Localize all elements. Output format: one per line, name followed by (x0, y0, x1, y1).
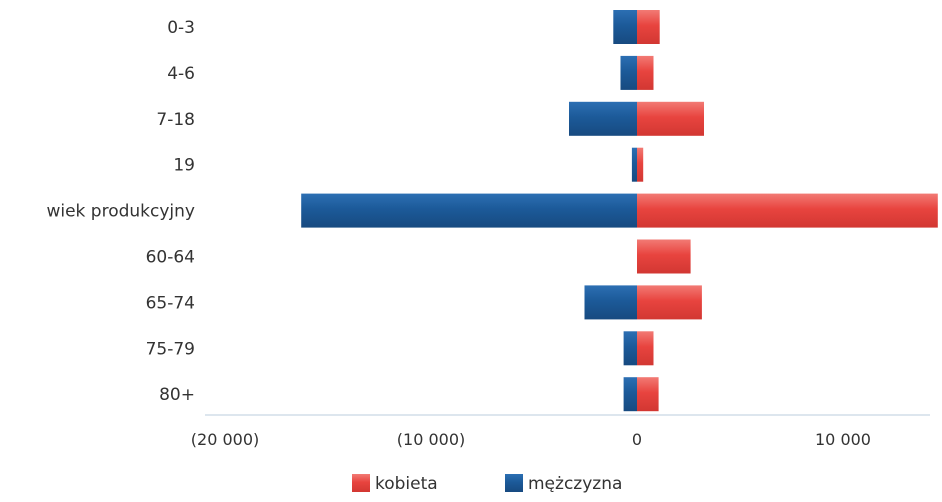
bar-mezczyzna-0 (613, 10, 637, 44)
legend-swatch-mezczyzna (505, 474, 523, 492)
bars-layer (301, 10, 938, 412)
bar-mezczyzna-4 (301, 193, 637, 228)
category-label-0: 0-3 (167, 18, 195, 38)
bar-kobieta-3 (637, 147, 644, 182)
bar-mezczyzna-3 (631, 147, 637, 182)
category-label-6: 65-74 (146, 293, 195, 313)
bar-kobieta-5 (637, 239, 691, 274)
legend-label-mezczyzna: mężczyzna (528, 474, 622, 494)
legend: kobieta mężczyzna (352, 474, 622, 494)
x-tick-label-1: (10 000) (397, 430, 465, 449)
x-axis: (20 000) (10 000) 0 10 000 (191, 414, 930, 449)
x-tick-label-2: 0 (632, 430, 642, 449)
category-labels: 0-3 4-6 7-18 19 wiek produkcyjny 60-64 65-74 75… (46, 18, 195, 405)
bar-kobieta-1 (637, 55, 654, 90)
category-label-5: 60-64 (146, 248, 195, 268)
bar-mezczyzna-1 (620, 55, 637, 90)
bar-mezczyzna-6 (584, 285, 637, 320)
category-label-2: 7-18 (156, 110, 195, 130)
category-label-4: wiek produkcyjny (46, 202, 195, 222)
category-label-8: 80+ (159, 385, 195, 405)
bar-kobieta-6 (637, 285, 702, 320)
category-label-7: 75-79 (146, 339, 195, 359)
bar-mezczyzna-2 (569, 101, 637, 136)
bar-mezczyzna-7 (623, 331, 637, 366)
legend-swatch-kobieta (352, 474, 370, 492)
bar-kobieta-8 (637, 377, 659, 412)
x-tick-label-3: 10 000 (815, 430, 871, 449)
bar-kobieta-2 (637, 101, 704, 136)
bar-kobieta-7 (637, 331, 654, 366)
category-label-3: 19 (173, 156, 195, 176)
x-tick-label-0: (20 000) (191, 430, 259, 449)
legend-label-kobieta: kobieta (375, 474, 438, 494)
bar-kobieta-4 (637, 193, 938, 228)
category-label-1: 4-6 (167, 64, 195, 84)
bar-kobieta-0 (637, 10, 660, 44)
bar-mezczyzna-8 (623, 377, 637, 412)
